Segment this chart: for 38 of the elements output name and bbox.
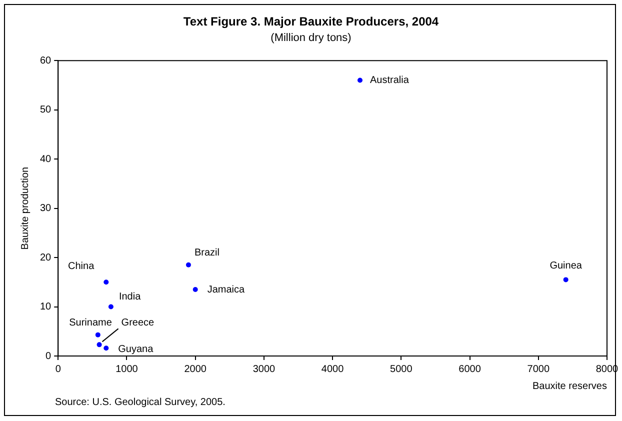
source-note: Source: U.S. Geological Survey, 2005. xyxy=(55,396,226,408)
x-tick-label: 1000 xyxy=(116,364,138,375)
x-tick-label: 6000 xyxy=(458,364,482,375)
x-tick-label: 2000 xyxy=(184,364,207,375)
annotation: Greece xyxy=(121,317,155,328)
annotation: Brazil xyxy=(194,248,220,259)
annotation: Guinea xyxy=(550,260,582,272)
chart-subtitle: (Million dry tons) xyxy=(270,32,352,44)
y-tick-label: 0 xyxy=(46,350,52,362)
annotation: India xyxy=(118,292,142,303)
x-tick-label: 5000 xyxy=(390,364,413,375)
y-tick-label: 30 xyxy=(40,203,52,214)
point xyxy=(104,280,109,285)
y-tick-label: 60 xyxy=(40,55,52,66)
point xyxy=(192,287,198,292)
y-tick-label: 10 xyxy=(40,302,52,313)
x-tick-label: 4000 xyxy=(321,364,344,375)
point xyxy=(96,342,102,348)
point xyxy=(104,346,109,351)
annotation: Guyana xyxy=(118,344,154,355)
y-tick-label: 20 xyxy=(40,252,52,264)
x-tick-label: 0 xyxy=(55,364,62,375)
annotation: China xyxy=(68,260,95,272)
x-tick-label: 3000 xyxy=(252,364,276,375)
annotation: Jamaica xyxy=(207,284,246,296)
y-axis-title: Bauxite production xyxy=(20,166,31,250)
annotation: Australia xyxy=(370,75,410,86)
point xyxy=(358,78,363,83)
point xyxy=(95,332,100,338)
y-tick-label: 40 xyxy=(40,154,52,165)
annotation: Suriname xyxy=(69,318,112,329)
chart-title: Text Figure 3. Major Bauxite Producers, 2004 xyxy=(183,14,439,29)
x-tick-label: 7000 xyxy=(527,364,550,375)
point xyxy=(563,277,568,282)
x-axis-title: Bauxite reserves xyxy=(532,380,607,392)
point xyxy=(186,262,191,268)
y-tick-label: 50 xyxy=(40,104,52,116)
point xyxy=(108,304,114,310)
